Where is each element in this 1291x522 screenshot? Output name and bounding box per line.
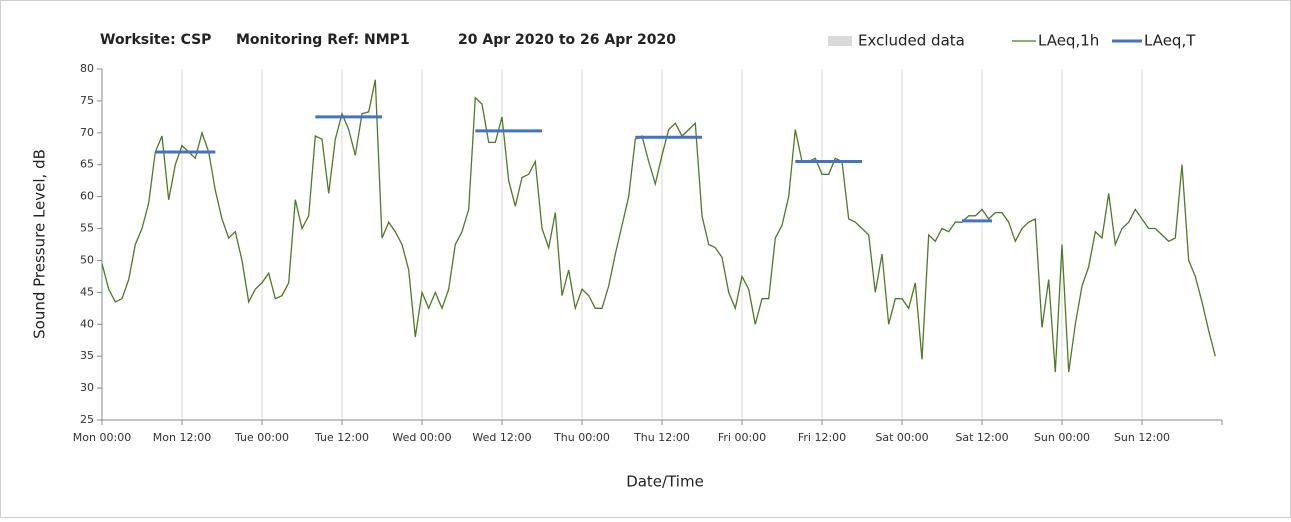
x-tick-label: Thu 00:00 <box>553 431 610 444</box>
legend-label: LAeq,1h <box>1038 32 1099 50</box>
legend-label: Excluded data <box>858 32 965 50</box>
x-tick-label: Wed 00:00 <box>392 431 451 444</box>
x-tick-label: Sat 00:00 <box>875 431 928 444</box>
y-tick-label: 70 <box>80 126 94 139</box>
x-tick-label: Sun 12:00 <box>1114 431 1170 444</box>
legend-label: LAeq,T <box>1144 32 1196 50</box>
y-tick-label: 25 <box>80 413 94 426</box>
x-tick-label: Tue 12:00 <box>314 431 369 444</box>
y-tick-label: 50 <box>80 253 94 266</box>
y-tick-label: 45 <box>80 285 94 298</box>
y-tick-label: 35 <box>80 349 94 362</box>
y-tick-label: 75 <box>80 94 94 107</box>
x-axis-label: Date/Time <box>626 473 704 491</box>
x-tick-label: Wed 12:00 <box>472 431 531 444</box>
y-tick-label: 80 <box>80 62 94 75</box>
y-axis-label: Sound Pressure Level, dB <box>31 149 49 339</box>
x-tick-label: Fri 12:00 <box>798 431 846 444</box>
legend-swatch <box>828 36 852 46</box>
x-tick-label: Sun 00:00 <box>1034 431 1090 444</box>
y-tick-label: 55 <box>80 222 94 235</box>
x-tick-label: Sat 12:00 <box>955 431 1008 444</box>
chart-subtitle: Monitoring Ref: NMP1 <box>236 32 410 48</box>
chart-title: Worksite: CSP <box>100 32 211 48</box>
line-series <box>101 79 1216 373</box>
y-tick-label: 65 <box>80 158 94 171</box>
x-tick-label: Thu 12:00 <box>633 431 690 444</box>
x-tick-label: Mon 00:00 <box>73 431 131 444</box>
y-tick-label: 60 <box>80 190 94 203</box>
y-tick-label: 30 <box>80 381 94 394</box>
x-tick-label: Tue 00:00 <box>234 431 289 444</box>
date-range: 20 Apr 2020 to 26 Apr 2020 <box>458 32 676 48</box>
x-tick-label: Mon 12:00 <box>153 431 211 444</box>
x-tick-label: Fri 00:00 <box>718 431 766 444</box>
y-tick-label: 40 <box>80 317 94 330</box>
